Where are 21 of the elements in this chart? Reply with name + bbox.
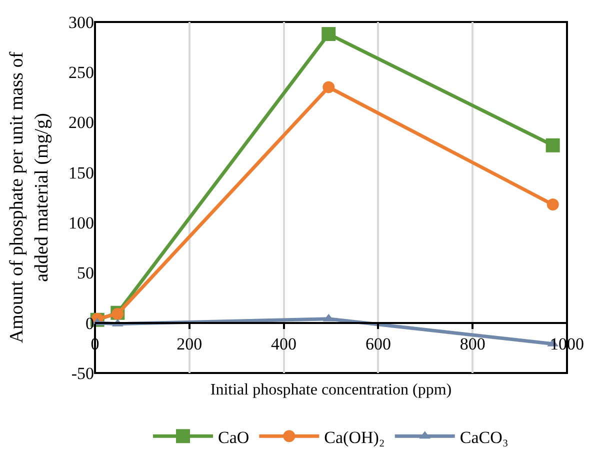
point xyxy=(322,81,335,94)
x-tick-label: 400 xyxy=(271,334,297,354)
x-tick-label: 600 xyxy=(365,334,391,354)
legend-label: CaCO₃ xyxy=(460,428,508,447)
x-tick-label: 800 xyxy=(460,334,486,354)
point xyxy=(546,198,559,211)
y-tick-label: 200 xyxy=(68,113,94,132)
point xyxy=(322,27,336,42)
legend-label: Ca(OH)₂ xyxy=(324,428,385,447)
y-tick-label: 250 xyxy=(68,63,94,82)
y-axis-title: Amount of phosphate per unit mass of added material (mg/g) xyxy=(6,51,52,344)
x-axis-title: Initial phosphate concentration (ppm) xyxy=(210,381,452,398)
x-tick-label: 200 xyxy=(176,334,202,354)
y-tick-label: -50 xyxy=(71,364,94,383)
legend-label: CaO xyxy=(218,428,250,447)
y-tick-label: 0 xyxy=(86,314,94,333)
point xyxy=(546,138,560,152)
y-tick-label: 100 xyxy=(68,214,94,233)
y-tick-label: 50 xyxy=(77,264,94,283)
y-tick-label: 150 xyxy=(68,163,94,182)
y-tick-label: 300 xyxy=(68,12,94,32)
